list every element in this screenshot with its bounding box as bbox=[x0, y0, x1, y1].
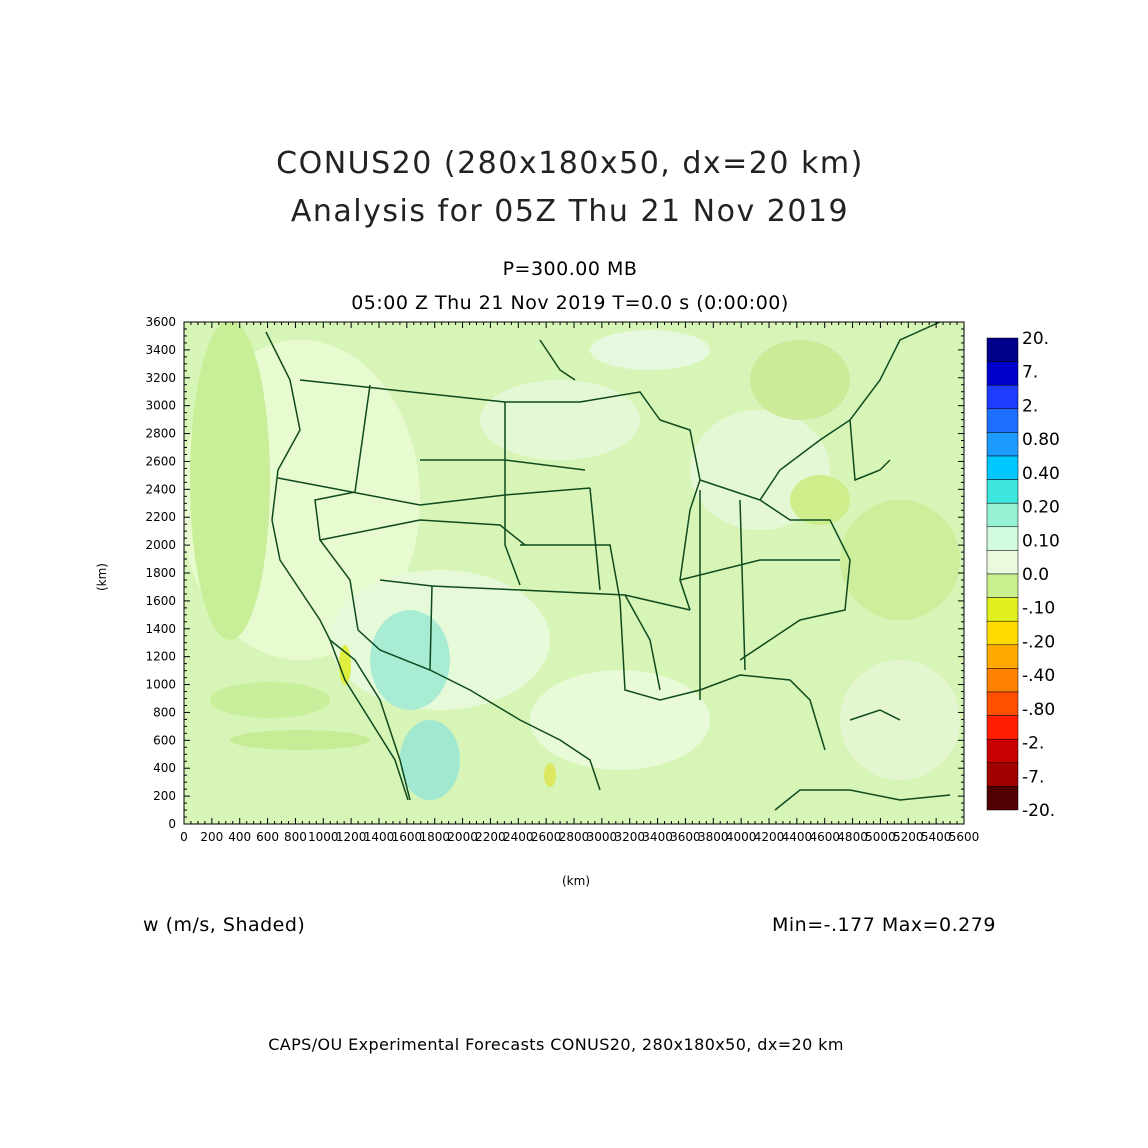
colorbar-swatch bbox=[986, 715, 1019, 740]
y-tick-label: 2400 bbox=[145, 482, 176, 496]
x-tick-label: 1800 bbox=[419, 830, 450, 844]
pressure-level-label: P=300.00 MB bbox=[502, 258, 638, 280]
colorbar-swatch bbox=[986, 337, 1019, 362]
x-tick-label: 3400 bbox=[642, 830, 673, 844]
y-tick-label: 800 bbox=[153, 705, 176, 719]
y-tick-label: 3200 bbox=[145, 371, 176, 385]
credit-line: CAPS/OU Experimental Forecasts CONUS20, … bbox=[268, 1035, 844, 1054]
x-axis: 0 200 400 600 800 100012001400160018002000220… bbox=[180, 322, 979, 844]
colorbar-label: -.80 bbox=[1022, 700, 1055, 720]
x-tick-label: 1600 bbox=[392, 830, 423, 844]
colorbar-label: 2. bbox=[1022, 396, 1038, 416]
y-tick-label: 1400 bbox=[145, 622, 176, 636]
y-tick-label: 1200 bbox=[145, 650, 176, 664]
colorbar-swatch bbox=[986, 597, 1019, 622]
colorbar-swatch bbox=[986, 620, 1019, 646]
x-tick-label: 4200 bbox=[754, 830, 785, 844]
x-tick-label: 200 bbox=[200, 830, 223, 844]
colorbar-label: 20. bbox=[1022, 329, 1049, 349]
colorbar-swatch bbox=[986, 644, 1019, 669]
x-tick-label: 0 bbox=[180, 830, 188, 844]
x-tick-label: 400 bbox=[228, 830, 251, 844]
x-tick-label: 1400 bbox=[364, 830, 395, 844]
colorbar-label: -20. bbox=[1022, 801, 1055, 821]
x-tick-label: 2800 bbox=[559, 830, 590, 844]
colorbar-label: -2. bbox=[1022, 734, 1044, 754]
x-tick-label: 3800 bbox=[698, 830, 729, 844]
plot-title-line1: CONUS20 (280x180x50, dx=20 km) bbox=[276, 146, 864, 181]
x-tick-label: 5600 bbox=[949, 830, 980, 844]
map-boundaries bbox=[265, 322, 951, 811]
y-tick-label: 2600 bbox=[145, 454, 176, 468]
colorbar-swatch bbox=[986, 762, 1019, 787]
x-tick-label: 5400 bbox=[921, 830, 952, 844]
y-tick-label: 400 bbox=[153, 761, 176, 775]
colorbar: 20. 7. 2. 0.80 0.40 0.20 0.10 0.0 -.10 -.20 -.40 -.… bbox=[986, 329, 1060, 821]
y-tick-label: 600 bbox=[153, 733, 176, 747]
y-tick-label: 2800 bbox=[145, 427, 176, 441]
colorbar-swatch bbox=[986, 384, 1019, 410]
colorbar-swatch bbox=[986, 455, 1019, 480]
y-tick-label: 1000 bbox=[145, 678, 176, 692]
y-tick-label: 0 bbox=[168, 817, 176, 831]
x-tick-label: 600 bbox=[256, 830, 279, 844]
colorbar-swatch bbox=[986, 432, 1019, 457]
shaded-field bbox=[184, 322, 964, 824]
colorbar-swatch bbox=[986, 408, 1019, 433]
y-tick-label: 2200 bbox=[145, 510, 176, 524]
colorbar-label: 0.20 bbox=[1022, 498, 1060, 518]
x-tick-label: 4600 bbox=[809, 830, 840, 844]
colorbar-label: 0.80 bbox=[1022, 430, 1060, 450]
min-max-label: Min=-.177 Max=0.279 bbox=[772, 914, 996, 936]
colorbar-swatch bbox=[986, 738, 1019, 764]
plot-title-line2: Analysis for 05Z Thu 21 Nov 2019 bbox=[290, 194, 850, 229]
x-tick-label: 3600 bbox=[670, 830, 701, 844]
colorbar-label: -.10 bbox=[1022, 599, 1055, 619]
colorbar-swatch bbox=[986, 479, 1019, 504]
y-tick-label: 200 bbox=[153, 789, 176, 803]
colorbar-swatch bbox=[986, 668, 1019, 693]
x-tick-label: 2400 bbox=[503, 830, 534, 844]
y-tick-label: 1800 bbox=[145, 566, 176, 580]
x-tick-label: 3200 bbox=[614, 830, 645, 844]
y-tick-label: 3600 bbox=[145, 315, 176, 329]
x-tick-label: 4400 bbox=[782, 830, 813, 844]
x-tick-label: 5000 bbox=[865, 830, 896, 844]
x-tick-label: 4000 bbox=[726, 830, 757, 844]
colorbar-label: -.20 bbox=[1022, 632, 1055, 652]
y-tick-label: 1600 bbox=[145, 594, 176, 608]
colorbar-label: 0.10 bbox=[1022, 531, 1060, 551]
colorbar-swatch bbox=[986, 526, 1019, 551]
y-tick-label: 3400 bbox=[145, 343, 176, 357]
y-axis-unit: (km) bbox=[95, 562, 110, 592]
colorbar-swatch bbox=[986, 361, 1019, 386]
y-axis: 0 200 400 600 800 1000 1200 1400 1600 1800 2000 220… bbox=[145, 315, 964, 831]
y-tick-label: 3000 bbox=[145, 399, 176, 413]
x-tick-label: 5200 bbox=[893, 830, 924, 844]
colorbar-label: -7. bbox=[1022, 767, 1044, 787]
x-tick-label: 2600 bbox=[531, 830, 562, 844]
colorbar-swatch bbox=[986, 502, 1019, 528]
x-tick-label: 2200 bbox=[475, 830, 506, 844]
x-tick-label: 2000 bbox=[447, 830, 478, 844]
variable-label: w (m/s, Shaded) bbox=[143, 914, 306, 936]
colorbar-label: 7. bbox=[1022, 363, 1038, 383]
y-tick-label: 2000 bbox=[145, 538, 176, 552]
colorbar-swatch bbox=[986, 550, 1019, 575]
colorbar-swatch bbox=[986, 786, 1019, 811]
colorbar-swatch bbox=[986, 573, 1019, 598]
x-tick-label: 4800 bbox=[837, 830, 868, 844]
colorbar-swatch bbox=[986, 691, 1019, 716]
x-tick-label: 3000 bbox=[587, 830, 618, 844]
x-tick-label: 800 bbox=[284, 830, 307, 844]
colorbar-label: 0.0 bbox=[1022, 565, 1049, 585]
colorbar-label: 0.40 bbox=[1022, 464, 1060, 484]
colorbar-label: -.40 bbox=[1022, 666, 1055, 686]
valid-time-label: 05:00 Z Thu 21 Nov 2019 T=0.0 s (0:00:00… bbox=[351, 292, 789, 314]
x-tick-label: 1000 bbox=[308, 830, 339, 844]
x-axis-unit: (km) bbox=[562, 874, 591, 888]
x-tick-label: 1200 bbox=[336, 830, 367, 844]
